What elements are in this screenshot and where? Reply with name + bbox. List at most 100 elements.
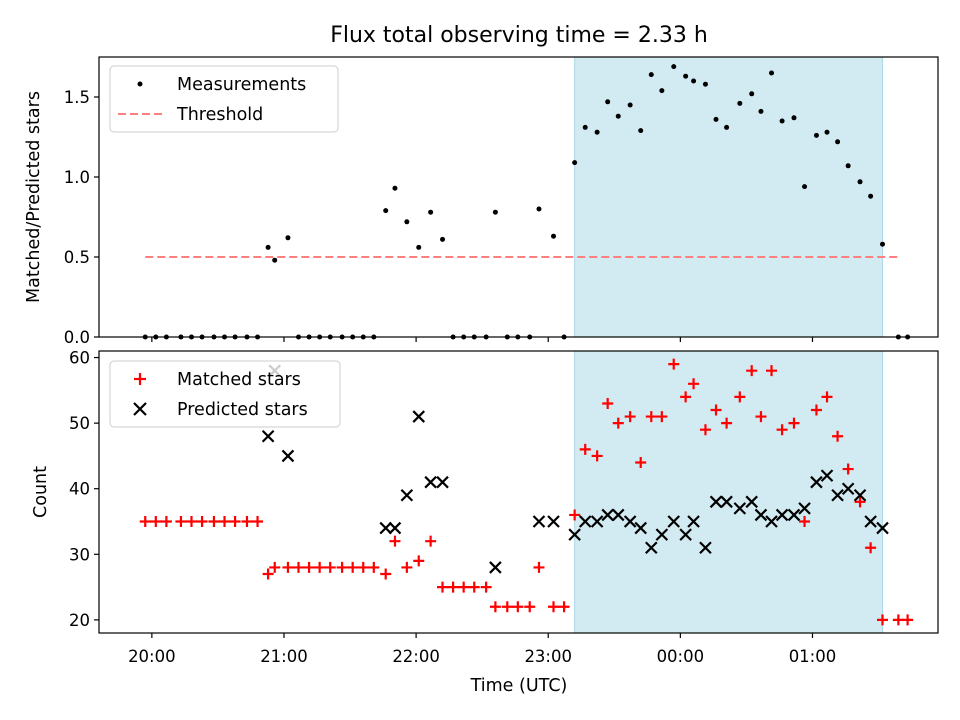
matched-star-point (746, 365, 758, 377)
matched-star-point (645, 411, 657, 423)
matched-star-point (579, 443, 591, 455)
matched-star-point (324, 561, 336, 573)
matched-star-point (558, 601, 570, 613)
matched-star-point (314, 561, 326, 573)
measurement-point (272, 257, 278, 263)
predicted-star-point (489, 561, 502, 574)
measurement-point (440, 236, 446, 242)
matched-star-point (569, 509, 581, 521)
predicted-star-point (645, 541, 658, 555)
matched-star-point (389, 535, 401, 547)
measurement-point (749, 91, 755, 97)
measurement-point (791, 115, 797, 121)
predicted-star-point (388, 521, 402, 535)
predicted-star-point (720, 495, 733, 509)
matched-star-point (368, 561, 380, 573)
matched-star-point (480, 581, 492, 593)
matched-star-point (721, 417, 733, 429)
y-tick-label: 30 (69, 545, 90, 564)
measurement-point (857, 179, 863, 185)
matched-star-point (591, 450, 603, 462)
matched-star-point (842, 463, 854, 475)
legend-measurements-marker (137, 81, 143, 87)
matched-star-point (229, 516, 241, 528)
matched-star-point (196, 516, 208, 528)
measurement-point (638, 128, 644, 134)
measurement-point (572, 160, 578, 166)
measurement-point (551, 233, 557, 239)
bottom-panel: 20 30 40 50 60 20:00 21:00 22:00 23:00 00:00 01:0… (31, 349, 939, 696)
measurement-point (404, 219, 410, 225)
top-axes-frame (98, 56, 939, 338)
matched-star-point (219, 516, 231, 528)
predicted-star-point (787, 508, 801, 522)
predicted-star-point (623, 515, 637, 528)
matched-star-point (533, 561, 545, 573)
measurement-point (779, 118, 785, 124)
matched-star-point (624, 411, 636, 423)
matched-star-point (425, 535, 437, 547)
top-panel: 0.0 0.5 1.0 1.5 Matched/Predicted stars Mea… (24, 56, 939, 347)
predicted-star-point (745, 495, 758, 509)
predicted-star-point (733, 502, 747, 515)
legend-matched-marker (134, 373, 146, 385)
matched-star-point (262, 568, 274, 580)
x-tick-label: 00:00 (657, 647, 705, 666)
bottom-axes-frame (98, 350, 939, 634)
x-tick-label: 22:00 (392, 647, 440, 666)
predicted-star-point (578, 515, 592, 528)
matched-star-point (524, 601, 536, 613)
matched-star-point (468, 581, 480, 593)
measurement-point (713, 116, 719, 122)
matched-star-point (776, 424, 788, 436)
matched-star-point (241, 516, 253, 528)
matched-star-point (680, 391, 692, 403)
matched-star-point (357, 561, 369, 573)
predicted-star-point (798, 502, 811, 515)
matched-star-point (612, 417, 624, 429)
measurement-point (492, 209, 498, 215)
legend-predicted-label: Predicted stars (177, 400, 308, 420)
predicted-star-point (864, 515, 877, 528)
matched-star-point (854, 496, 866, 508)
matched-star-point (447, 581, 459, 593)
matched-star-point (282, 561, 294, 573)
matched-star-point (877, 614, 889, 626)
predicted-star-point (765, 515, 778, 528)
measurement-point (428, 209, 434, 215)
measurement-point (392, 185, 398, 191)
matched-star-point (755, 411, 767, 423)
y-tick-label: 0.5 (64, 248, 90, 267)
measurement-point (265, 244, 271, 250)
predicted-star-point (699, 541, 712, 555)
predicted-star-point (687, 515, 700, 528)
matched-star-point (865, 542, 877, 554)
matched-star-point (458, 581, 470, 593)
measurement-point (758, 108, 764, 114)
matched-star-point (635, 456, 647, 468)
measurement-point (802, 184, 808, 190)
top-y-ticks: 0.0 0.5 1.0 1.5 (64, 88, 99, 347)
y-tick-label: 1.5 (64, 88, 90, 107)
predicted-star-point (424, 475, 437, 489)
measurement-point (648, 72, 654, 78)
matched-star-point (208, 516, 220, 528)
measurement-point (737, 100, 743, 106)
matched-star-point (548, 601, 560, 613)
measurement-point (691, 78, 697, 84)
predicted-star-point (281, 449, 295, 463)
measurement-point (416, 244, 422, 250)
predicted-star-point (831, 489, 844, 502)
matched-star-point (489, 601, 501, 613)
measurement-point (724, 124, 730, 130)
matched-star-point (501, 601, 513, 613)
measurement-point (813, 132, 819, 138)
predicted-star-point (601, 508, 614, 522)
matched-star-point (252, 516, 264, 528)
matched-star-point (656, 411, 668, 423)
y-tick-label: 1.0 (64, 168, 90, 187)
top-legend: Measurements Threshold (109, 65, 339, 133)
matched-star-point (799, 516, 811, 528)
measurement-point (880, 241, 886, 247)
legend-matched-label: Matched stars (177, 370, 301, 390)
